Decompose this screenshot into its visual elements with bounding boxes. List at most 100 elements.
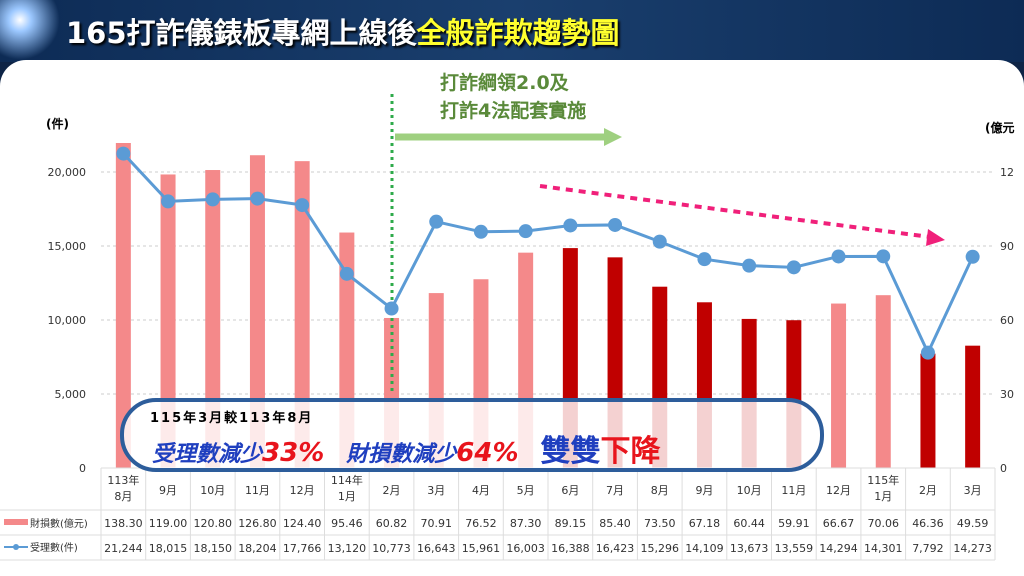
end-blue: 雙雙 (540, 434, 601, 469)
case-value: 17,766 (283, 542, 322, 555)
loss-value: 76.52 (465, 517, 497, 530)
case-value: 15,296 (641, 542, 680, 555)
case-value: 18,204 (238, 542, 277, 555)
loss-value: 67.18 (689, 517, 721, 530)
page-title: 165打詐儀錶板專網上線後全般詐欺趨勢圖 (66, 10, 620, 52)
case-value: 16,003 (506, 542, 545, 555)
left-tick-label: 0 (79, 462, 86, 475)
case-value: 16,423 (596, 542, 635, 555)
title-white: 165打詐儀錶板專網上線後 (66, 16, 417, 50)
line-point-15 (786, 260, 801, 275)
loss-value: 73.50 (644, 517, 676, 530)
line-point-9 (518, 224, 533, 239)
line-point-7 (429, 214, 444, 229)
right-tick-label: 12 (1000, 166, 1014, 179)
line-point-16 (831, 249, 846, 264)
category-label: 6月 (561, 484, 579, 497)
line-point-1 (161, 194, 176, 209)
category-label: 114年 (331, 473, 363, 487)
case-value: 14,273 (953, 542, 992, 555)
policy-note-line2: 打詐4法配套實施 (440, 100, 587, 122)
bar-19 (965, 345, 981, 468)
loss-value: 60.44 (733, 517, 765, 530)
cases-pct: 33% (262, 438, 325, 468)
line-point-10 (563, 218, 578, 233)
category-label: 8月 (114, 490, 132, 503)
right-tick-label: 30 (1000, 388, 1014, 401)
bar-18 (920, 353, 936, 468)
end-red: 下降 (600, 434, 661, 469)
summary-callout: 115年3月較113年8月 受理數減少33% 財損數減少64% 雙雙下降 (120, 398, 824, 472)
loss-value: 85.40 (599, 517, 631, 530)
category-label: 3月 (427, 484, 445, 497)
left-tick-label: 15,000 (48, 240, 87, 253)
trend-arrow-head-icon (926, 229, 945, 246)
case-value: 16,388 (551, 542, 590, 555)
line-point-4 (295, 198, 310, 213)
summary-line2: 受理數減少33% 財損數減少64% 雙雙下降 (152, 426, 661, 470)
case-value: 15,961 (462, 542, 501, 555)
bar-3 (249, 155, 265, 468)
loss-pct: 64% (456, 438, 519, 468)
line-point-13 (697, 252, 712, 267)
bar-16 (831, 303, 847, 468)
category-label: 1月 (338, 490, 356, 503)
category-label: 7月 (606, 484, 624, 497)
category-label: 12月 (290, 484, 315, 497)
trend-arrow-shaft (539, 184, 931, 239)
line-point-19 (965, 249, 980, 264)
loss-value: 120.80 (194, 517, 233, 530)
legend-bar-swatch (4, 519, 28, 525)
line-point-8 (473, 224, 488, 239)
left-tick-label: 10,000 (48, 314, 87, 327)
case-value: 16,643 (417, 542, 456, 555)
category-label: 115年 (867, 473, 899, 487)
bar-0 (115, 143, 131, 468)
case-value: 18,015 (149, 542, 188, 555)
right-tick-label: 0 (1000, 462, 1007, 475)
case-value: 7,792 (912, 542, 944, 555)
case-value: 10,773 (372, 542, 411, 555)
category-label: 11月 (245, 484, 270, 497)
left-axis-label: (件) (46, 116, 69, 131)
category-label: 5月 (517, 484, 535, 497)
category-label: 11月 (781, 484, 806, 497)
summary-line1: 115年3月較113年8月 (150, 411, 314, 426)
loss-value: 119.00 (149, 517, 188, 530)
legend-bar-label: 財損數(億元) (30, 517, 88, 530)
line-point-0 (116, 146, 131, 161)
loss-value: 89.15 (555, 517, 587, 530)
category-label: 8月 (651, 484, 669, 497)
legend-line-label: 受理數(件) (30, 541, 78, 554)
case-value: 13,673 (730, 542, 769, 555)
case-value: 13,120 (328, 542, 367, 555)
bar-4 (294, 161, 310, 468)
line-point-2 (205, 192, 220, 207)
legend-line-marker (13, 544, 19, 550)
loss-value: 124.40 (283, 517, 322, 530)
case-value: 18,150 (194, 542, 233, 555)
bar-1 (160, 174, 176, 468)
category-label: 10月 (737, 484, 762, 497)
bar-2 (205, 170, 221, 468)
loss-value: 66.67 (823, 517, 855, 530)
category-label: 3月 (964, 484, 982, 497)
category-label: 9月 (159, 484, 177, 497)
right-axis-label: (億元 (985, 120, 1015, 135)
case-value: 21,244 (104, 542, 143, 555)
category-label: 1月 (874, 490, 892, 503)
case-value: 14,301 (864, 542, 903, 555)
loss-value: 70.06 (868, 517, 900, 530)
category-label: 10月 (200, 484, 225, 497)
line-point-18 (920, 345, 935, 360)
left-tick-label: 5,000 (55, 388, 87, 401)
right-tick-label: 60 (1000, 314, 1014, 327)
category-label: 2月 (919, 484, 937, 497)
cases-text: 受理數減少 (152, 442, 263, 467)
line-point-11 (608, 217, 623, 232)
loss-value: 87.30 (510, 517, 542, 530)
loss-value: 59.91 (778, 517, 810, 530)
loss-value: 126.80 (238, 517, 277, 530)
category-label: 9月 (695, 484, 713, 497)
